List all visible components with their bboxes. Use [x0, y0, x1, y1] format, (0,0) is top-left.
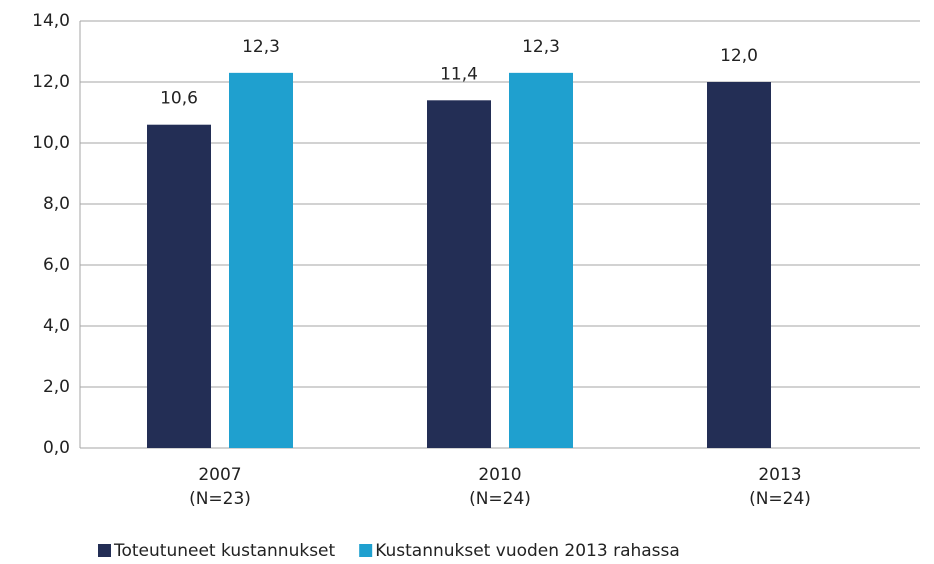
bar — [427, 100, 491, 449]
legend-swatch — [359, 544, 373, 557]
y-tick-label: 10,0 — [32, 133, 70, 153]
value-label: 12,3 — [522, 37, 560, 57]
x-tick-label: 2007 — [198, 465, 241, 485]
y-tick-label: 4,0 — [43, 316, 70, 336]
y-tick-label: 0,0 — [43, 438, 70, 458]
y-tick-label: 14,0 — [32, 11, 70, 31]
y-tick-label: 12,0 — [32, 72, 70, 92]
value-label: 12,0 — [720, 46, 758, 66]
value-label: 11,4 — [440, 64, 478, 84]
value-label: 10,6 — [160, 89, 198, 109]
x-tick-label: 2013 — [758, 465, 801, 485]
legend-swatch — [98, 544, 111, 557]
bar — [707, 82, 771, 448]
y-tick-label: 8,0 — [43, 194, 70, 214]
y-tick-label: 2,0 — [43, 377, 70, 397]
bar — [509, 72, 573, 448]
x-tick-label: (N=23) — [189, 489, 251, 509]
x-tick-label: (N=24) — [749, 489, 811, 509]
bar — [147, 124, 211, 448]
x-tick-label: (N=24) — [469, 489, 531, 509]
y-tick-label: 6,0 — [43, 255, 70, 275]
x-tick-label: 2010 — [478, 465, 521, 485]
bar — [229, 72, 293, 448]
legend-label: Toteutuneet kustannukset — [113, 541, 336, 561]
legend-label: Kustannukset vuoden 2013 rahassa — [375, 541, 680, 561]
value-label: 12,3 — [242, 37, 280, 57]
